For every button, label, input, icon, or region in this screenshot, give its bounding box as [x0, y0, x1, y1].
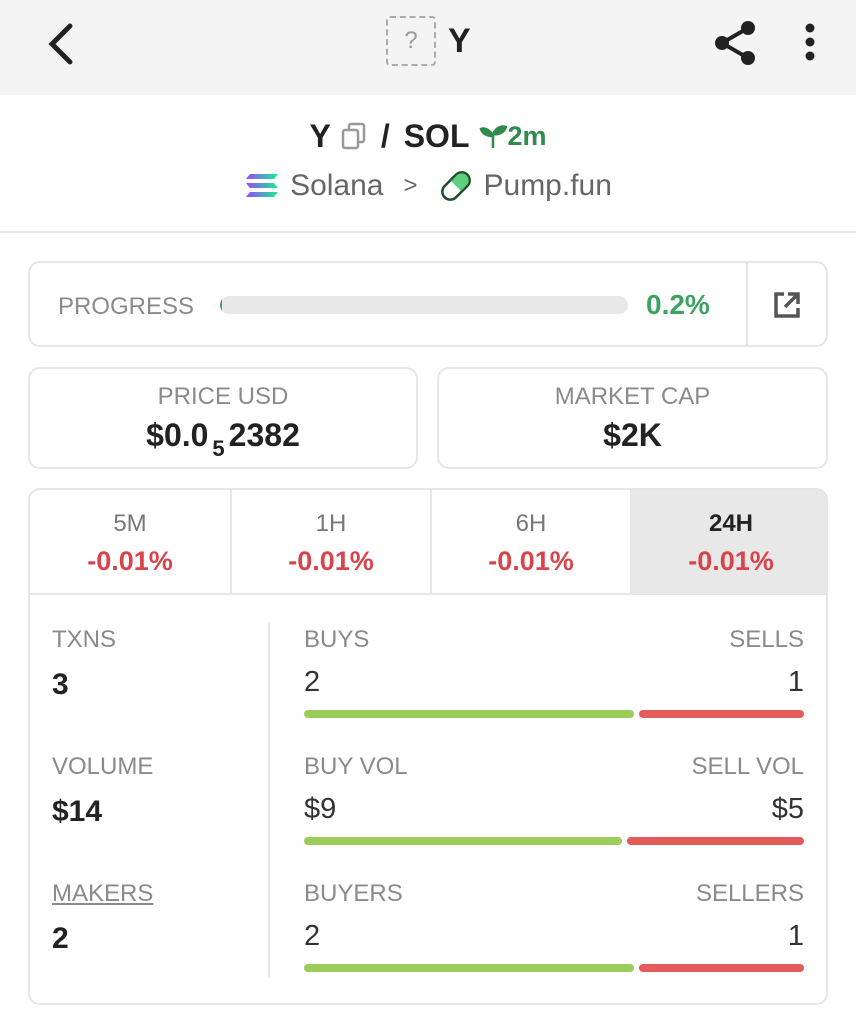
- card-divider: [746, 263, 748, 345]
- stats-card: 5M -0.01% 1H -0.01% 6H -0.01% 24H -0.01% TXNS 3 VO…: [28, 488, 828, 1005]
- progress-value: 0.2%: [646, 289, 710, 320]
- price-change: -0.01%: [688, 546, 774, 576]
- timeframe-label: 24H: [708, 510, 754, 537]
- pill-icon: [440, 171, 471, 201]
- sell-bar: [639, 710, 804, 718]
- timeframe-label: 5M: [113, 510, 147, 537]
- buy-bar: [304, 964, 634, 972]
- price-prefix: $0.0: [146, 417, 209, 453]
- split-left-value: 2: [304, 666, 321, 698]
- split-left-value: 2: [304, 920, 321, 952]
- sprout-icon: [479, 125, 508, 148]
- chain-name[interactable]: Solana: [290, 169, 384, 202]
- age: 2m: [507, 120, 547, 151]
- price-digits: 2382: [228, 417, 300, 453]
- timeframe-tab[interactable]: 5M -0.01%: [30, 490, 230, 593]
- split-right-label: SELLS: [729, 626, 804, 653]
- quote-symbol: SOL: [403, 117, 470, 154]
- timeframe-label: 6H: [515, 510, 547, 537]
- stat-value: $2K: [603, 417, 662, 453]
- chevron: >: [403, 172, 418, 199]
- price-zeros: 5: [212, 436, 225, 461]
- price-change: -0.01%: [87, 546, 173, 576]
- sell-bar: [627, 837, 804, 845]
- metric-label[interactable]: MAKERS: [52, 880, 154, 907]
- age-badge: 2m: [479, 120, 547, 152]
- back-button[interactable]: [40, 22, 80, 66]
- progress-card: PROGRESS 0.2%: [28, 261, 828, 347]
- split-right-value: 1: [787, 666, 804, 698]
- timeframe-tab[interactable]: 24H -0.01%: [630, 490, 826, 593]
- buy-bar: [304, 710, 634, 718]
- dex-name[interactable]: Pump.fun: [483, 169, 612, 202]
- top-bar: ? Y: [0, 0, 856, 95]
- progress-label: PROGRESS: [58, 293, 195, 320]
- timeframe-label: 1H: [315, 510, 347, 537]
- split-left-label: BUYS: [304, 626, 370, 653]
- metric-label: VOLUME: [52, 753, 154, 780]
- buy-bar: [304, 837, 623, 845]
- stat-label: MARKET CAP: [554, 383, 711, 410]
- progress-fill: [220, 296, 222, 314]
- tab-divider: [30, 593, 826, 595]
- base-symbol: Y: [309, 117, 331, 154]
- pair-separator: /: [380, 117, 390, 154]
- metric-label: TXNS: [52, 626, 117, 653]
- share-button[interactable]: [712, 18, 760, 68]
- solana-logo: [246, 174, 279, 197]
- split-left-value: $9: [304, 793, 337, 825]
- split-left-label: BUY VOL: [304, 753, 408, 780]
- timeframe-tab[interactable]: 6H -0.01%: [430, 490, 630, 593]
- split-right-value: 1: [787, 920, 804, 952]
- column-divider: [268, 622, 270, 978]
- stat-value: $0.0 5 2382: [30, 417, 416, 461]
- chain-row: Solana > Pump.fun: [0, 166, 856, 206]
- price-change: -0.01%: [288, 546, 374, 576]
- split-right-label: SELLERS: [695, 880, 804, 907]
- token-icon: ?: [386, 16, 436, 66]
- header-title: Y: [448, 22, 471, 60]
- split-left-label: BUYERS: [304, 880, 403, 907]
- metric-value: 2: [52, 922, 69, 955]
- divider: [0, 231, 856, 233]
- metric-value: $14: [52, 795, 103, 828]
- mcap-card: MARKET CAP $2K: [437, 367, 828, 469]
- menu-button[interactable]: [798, 22, 822, 66]
- price-change: -0.01%: [488, 546, 574, 576]
- split-right-label: SELL VOL: [691, 753, 804, 780]
- pair-row: Y / SOL 2m: [0, 115, 856, 157]
- timeframe-tab[interactable]: 1H -0.01%: [230, 490, 430, 593]
- progress-track: [220, 296, 628, 314]
- metric-value: 3: [52, 668, 69, 701]
- sell-bar: [639, 964, 804, 972]
- price-card: PRICE USD $0.0 5 2382: [28, 367, 418, 469]
- copy-button[interactable]: [341, 122, 367, 150]
- external-link[interactable]: [772, 290, 802, 320]
- stat-label: PRICE USD: [157, 383, 289, 410]
- split-right-value: $5: [771, 793, 804, 825]
